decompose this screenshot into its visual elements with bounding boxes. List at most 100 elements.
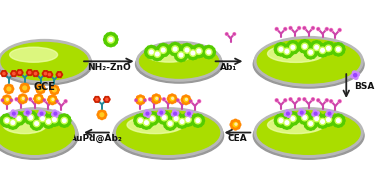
Circle shape (317, 121, 321, 125)
Circle shape (151, 50, 155, 54)
Circle shape (157, 99, 160, 103)
Circle shape (143, 119, 150, 126)
Circle shape (36, 117, 40, 121)
Circle shape (3, 96, 6, 99)
Circle shape (324, 117, 328, 121)
Circle shape (5, 114, 9, 118)
Circle shape (184, 101, 188, 105)
Circle shape (282, 53, 287, 57)
Circle shape (290, 98, 291, 100)
Circle shape (148, 49, 155, 55)
Circle shape (38, 121, 42, 125)
Circle shape (7, 87, 11, 91)
Circle shape (152, 97, 155, 100)
Circle shape (97, 100, 99, 102)
Circle shape (8, 100, 11, 104)
Circle shape (40, 112, 45, 116)
Circle shape (155, 100, 158, 104)
Circle shape (197, 44, 201, 49)
Circle shape (193, 55, 197, 59)
Circle shape (28, 73, 30, 75)
Circle shape (314, 112, 317, 115)
Circle shape (282, 117, 287, 121)
Circle shape (147, 117, 151, 121)
Circle shape (154, 114, 158, 118)
Circle shape (296, 117, 299, 121)
Circle shape (28, 110, 31, 114)
Circle shape (321, 53, 325, 57)
Circle shape (298, 98, 300, 100)
Circle shape (186, 113, 190, 117)
Circle shape (173, 47, 177, 51)
Circle shape (302, 43, 308, 50)
Circle shape (29, 111, 33, 115)
Circle shape (303, 45, 307, 48)
Circle shape (102, 111, 106, 114)
Circle shape (293, 121, 297, 125)
Circle shape (301, 113, 304, 116)
Circle shape (24, 115, 28, 120)
Circle shape (45, 71, 48, 73)
Circle shape (51, 86, 54, 89)
Circle shape (144, 125, 149, 129)
Circle shape (281, 123, 285, 127)
Circle shape (145, 50, 149, 54)
Circle shape (330, 100, 333, 103)
Circle shape (312, 98, 314, 100)
Circle shape (325, 116, 332, 123)
Circle shape (158, 115, 162, 120)
Circle shape (179, 48, 183, 52)
Circle shape (23, 89, 26, 93)
Circle shape (284, 48, 290, 54)
Circle shape (14, 121, 19, 125)
Circle shape (144, 113, 147, 116)
Circle shape (104, 40, 109, 44)
Circle shape (39, 84, 42, 87)
Circle shape (42, 117, 46, 121)
Circle shape (309, 50, 313, 54)
Circle shape (341, 119, 345, 123)
Circle shape (176, 99, 179, 102)
Circle shape (169, 47, 172, 51)
Circle shape (313, 44, 320, 50)
Circle shape (153, 48, 157, 52)
Circle shape (274, 47, 279, 51)
Text: CEA: CEA (228, 134, 247, 143)
Circle shape (291, 50, 295, 54)
Circle shape (7, 123, 11, 127)
Circle shape (48, 96, 52, 99)
Circle shape (288, 113, 293, 117)
Circle shape (57, 117, 61, 122)
Circle shape (280, 49, 284, 53)
Circle shape (60, 123, 64, 127)
Circle shape (308, 126, 313, 130)
Circle shape (277, 123, 281, 127)
Circle shape (141, 115, 145, 119)
Circle shape (226, 33, 228, 35)
Circle shape (184, 113, 188, 118)
Circle shape (308, 46, 313, 50)
Circle shape (21, 71, 23, 74)
Circle shape (332, 50, 336, 54)
Circle shape (312, 113, 316, 117)
Circle shape (62, 123, 67, 127)
Circle shape (324, 122, 328, 126)
Circle shape (170, 125, 175, 130)
Circle shape (231, 120, 235, 124)
Circle shape (23, 95, 27, 98)
Circle shape (316, 48, 320, 52)
Circle shape (326, 113, 330, 117)
Circle shape (286, 117, 290, 121)
Circle shape (340, 121, 344, 125)
Circle shape (290, 121, 294, 125)
Circle shape (324, 42, 328, 46)
Circle shape (44, 72, 46, 75)
Circle shape (37, 72, 39, 75)
Circle shape (315, 117, 318, 120)
Circle shape (43, 74, 46, 76)
Circle shape (29, 70, 32, 72)
Circle shape (330, 49, 335, 53)
Circle shape (19, 121, 23, 125)
Circle shape (56, 73, 59, 76)
Circle shape (177, 49, 181, 53)
